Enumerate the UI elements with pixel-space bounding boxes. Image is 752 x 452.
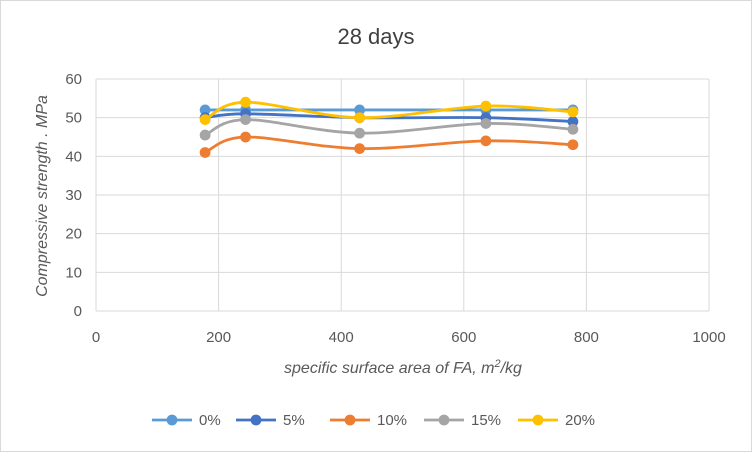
x-tick-label: 800: [574, 329, 599, 346]
data-point-10-percent: [567, 139, 579, 151]
data-series: [199, 96, 579, 158]
series-line-15-percent: [203, 118, 575, 137]
legend-marker-20-percent: [532, 414, 544, 426]
legend-marker-0-percent: [166, 414, 178, 426]
data-point-10-percent: [199, 147, 211, 158]
data-point-20-percent: [567, 106, 579, 118]
chart-title: 28 days: [337, 24, 414, 49]
legend-label: 10%: [377, 412, 407, 429]
y-tick-label: 0: [74, 303, 82, 320]
data-point-15-percent: [354, 127, 365, 139]
y-tick-label: 50: [65, 110, 82, 127]
data-point-10-percent: [240, 131, 251, 143]
data-point-10-percent: [480, 135, 492, 147]
x-axis-label-superscript: 2: [493, 358, 500, 370]
legend-marker-10-percent: [344, 414, 356, 426]
legend-marker-5-percent: [250, 414, 262, 426]
legend-label: 20%: [565, 412, 595, 429]
x-tick-label: 200: [206, 329, 231, 346]
y-tick-label: 20: [65, 226, 82, 243]
data-point-15-percent: [199, 129, 211, 141]
x-axis-label-prefix: specific surface area of FA, m: [284, 360, 494, 377]
y-tick-label: 40: [65, 148, 82, 165]
legend-label: 5%: [283, 412, 305, 429]
series-line-10-percent: [203, 135, 575, 154]
x-tick-label: 0: [92, 329, 100, 346]
data-point-20-percent: [480, 100, 492, 112]
data-point-0-percent: [199, 104, 211, 116]
x-tick-label: 600: [451, 329, 476, 346]
x-axis-label: specific surface area of FA, m2/kg: [284, 358, 522, 377]
legend-label: 0%: [199, 412, 221, 429]
y-axis-label: Compressive strength . MPa: [34, 95, 51, 297]
data-point-0-percent: [354, 104, 365, 116]
y-tick-label: 60: [65, 71, 82, 88]
data-point-20-percent: [240, 96, 251, 108]
x-tick-label: 400: [329, 329, 354, 346]
data-point-20-percent: [354, 112, 365, 124]
x-axis-label-suffix: /kg: [500, 360, 522, 377]
legend: 0% 5% 10% 15% 20%: [152, 412, 595, 429]
data-point-5-percent: [567, 116, 579, 127]
data-point-15-percent: [567, 123, 579, 135]
data-point-20-percent: [199, 114, 211, 125]
x-tick-label: 1000: [692, 329, 725, 346]
y-tick-label: 10: [65, 264, 82, 281]
legend-marker-15-percent: [438, 414, 450, 426]
data-point-10-percent: [354, 143, 365, 155]
legend-label: 15%: [471, 412, 501, 429]
y-tick-label: 30: [65, 187, 82, 204]
data-point-15-percent: [240, 114, 251, 125]
data-point-15-percent: [480, 118, 492, 129]
